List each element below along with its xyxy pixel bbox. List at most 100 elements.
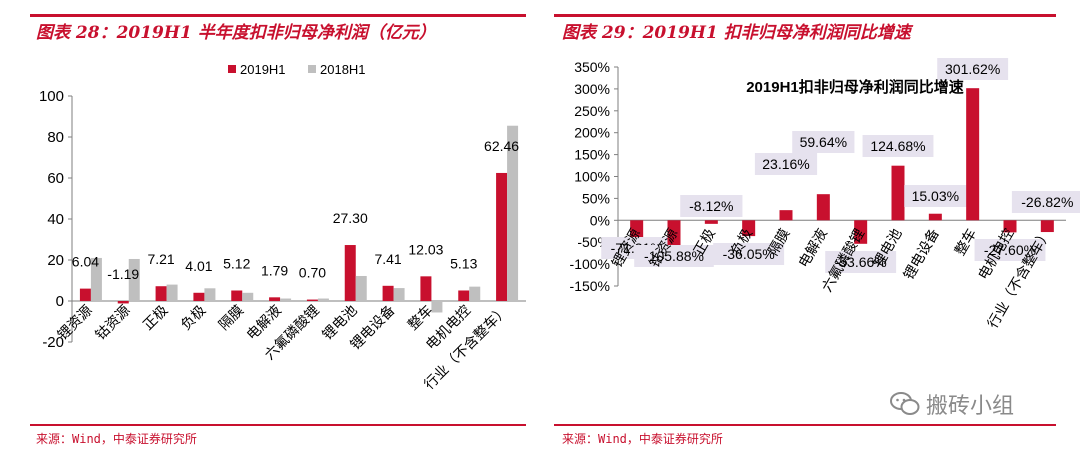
x-tick-label: 隔膜 bbox=[765, 226, 793, 258]
x-tick-label: 负极 bbox=[177, 302, 208, 333]
data-label: 59.64% bbox=[800, 134, 847, 150]
data-label: 4.01 bbox=[185, 258, 212, 274]
data-label: 5.13 bbox=[450, 255, 477, 271]
data-label: 6.04 bbox=[72, 254, 99, 270]
bar-yoy bbox=[816, 194, 830, 221]
source-rule bbox=[554, 424, 1056, 426]
bar-2018h1 bbox=[317, 298, 329, 301]
data-label: 0.70 bbox=[299, 265, 326, 281]
x-tick-label: 隔膜 bbox=[215, 302, 246, 333]
bar-2019h1 bbox=[231, 290, 243, 301]
x-tick-label: 锂电设备 bbox=[900, 226, 942, 282]
watermark: 搬砖小组 bbox=[890, 388, 1014, 420]
data-label: -8.12% bbox=[689, 198, 733, 214]
bar-2018h1 bbox=[431, 301, 443, 313]
bar-yoy bbox=[704, 220, 718, 224]
data-label-bg bbox=[937, 58, 1009, 80]
x-tick-label: 锂电池 bbox=[870, 226, 905, 270]
data-label-bg bbox=[713, 243, 785, 265]
data-label: -26.82% bbox=[1021, 194, 1073, 210]
bar-2018h1 bbox=[393, 288, 405, 301]
bar-2019h1 bbox=[193, 292, 205, 301]
bar-2018h1 bbox=[204, 288, 216, 301]
data-label: 15.03% bbox=[912, 188, 959, 204]
data-label-bg bbox=[904, 185, 967, 207]
y-tick-label: 350% bbox=[574, 59, 610, 75]
bar-2019h1 bbox=[496, 172, 508, 301]
data-label-bg bbox=[974, 239, 1046, 261]
bar-yoy bbox=[854, 220, 868, 244]
title-rule bbox=[554, 14, 1056, 17]
bar-2019h1 bbox=[155, 286, 167, 301]
data-label: 301.62% bbox=[945, 61, 1000, 77]
y-tick-label: 250% bbox=[574, 103, 610, 119]
bar-yoy bbox=[742, 220, 756, 237]
figure-29-panel: 图表 29：2019H1 扣非归母净利润同比增速 -150% -100% -50% 0… bbox=[540, 0, 1080, 452]
y-tick-label: -150% bbox=[570, 278, 610, 294]
y-tick-label: 300% bbox=[574, 81, 610, 97]
data-label-bg bbox=[680, 195, 743, 217]
data-label: 23.16% bbox=[762, 156, 809, 172]
x-tick-label: 整车 bbox=[404, 302, 435, 333]
bar-2019h1 bbox=[79, 288, 91, 301]
legend-swatch-2019h1 bbox=[228, 65, 236, 73]
data-label: 12.03 bbox=[408, 241, 443, 257]
data-label: 7.41 bbox=[374, 251, 401, 267]
data-label: -36.05% bbox=[723, 246, 775, 262]
bar-2019h1 bbox=[382, 285, 394, 301]
figure-title: 图表 29：2019H1 扣非归母净利润同比增速 bbox=[562, 23, 911, 43]
data-label-bg bbox=[1011, 191, 1080, 213]
source-note: 来源：Wind，中泰证券研究所 bbox=[562, 432, 723, 446]
bar-2019h1 bbox=[306, 299, 318, 301]
data-label-bg bbox=[862, 135, 934, 157]
title-rule bbox=[30, 14, 526, 17]
y-tick-label: 200% bbox=[574, 125, 610, 141]
y-tick-label: 150% bbox=[574, 147, 610, 163]
legend-swatch-2018h1 bbox=[308, 65, 316, 73]
bar-yoy bbox=[1003, 220, 1017, 233]
bar-yoy bbox=[966, 88, 980, 221]
data-label-bg bbox=[792, 131, 855, 153]
y-tick-label: 20 bbox=[47, 252, 64, 269]
data-label-bg bbox=[634, 245, 714, 267]
data-label: 5.12 bbox=[223, 256, 250, 272]
y-tick-label: 100 bbox=[39, 88, 64, 105]
bar-2018h1 bbox=[280, 298, 292, 301]
bar-2019h1 bbox=[269, 297, 281, 301]
bar-2019h1 bbox=[344, 245, 356, 301]
wechat-icon bbox=[890, 392, 920, 415]
source-note: 来源：Wind，中泰证券研究所 bbox=[36, 432, 197, 446]
bar-2018h1 bbox=[469, 286, 481, 301]
y-tick-label: -100% bbox=[570, 256, 610, 272]
data-label: -53.66% bbox=[835, 254, 887, 270]
legend-label-2019h1: 2019H1 bbox=[240, 62, 286, 77]
bar-yoy bbox=[1040, 220, 1054, 233]
y-tick-label: 60 bbox=[47, 170, 64, 187]
data-label-bg bbox=[825, 251, 897, 273]
bar-2019h1 bbox=[458, 290, 470, 301]
data-label: 27.30 bbox=[333, 210, 368, 226]
source-rule bbox=[30, 424, 526, 426]
figure-28-panel: 图表 28：2019H1 半年度扣非归母净利润（亿元） -20 0 20 40 60 80… bbox=[30, 14, 526, 446]
data-label: 7.21 bbox=[147, 251, 174, 267]
yoy-growth-bar-chart: -150%-100%-50%0%50%100%150%200%250%300%3… bbox=[570, 58, 1080, 331]
y-tick-label: 0% bbox=[590, 212, 610, 228]
bar-2018h1 bbox=[90, 257, 102, 301]
bar-2018h1 bbox=[242, 292, 254, 301]
data-label: 62.46 bbox=[484, 138, 519, 154]
net-profit-bar-chart: -200204060801006.04锂资源-1.19钴资源7.21正极4.01… bbox=[39, 62, 526, 392]
data-label: 1.79 bbox=[261, 262, 288, 278]
chart-title: 2019H1扣非归母净利润同比增速 bbox=[746, 78, 964, 96]
bar-yoy bbox=[891, 165, 905, 221]
bar-2018h1 bbox=[355, 275, 367, 301]
bar-2018h1 bbox=[166, 284, 178, 301]
y-tick-label: -20 bbox=[42, 334, 64, 351]
bar-2018h1 bbox=[507, 125, 519, 301]
bar-2019h1 bbox=[117, 301, 129, 304]
legend-label-2018h1: 2018H1 bbox=[320, 62, 366, 77]
y-tick-label: 50% bbox=[582, 190, 610, 206]
data-label-bg bbox=[754, 153, 818, 175]
bar-yoy bbox=[928, 213, 942, 221]
data-label: -105.88% bbox=[644, 248, 704, 264]
watermark-text: 搬砖小组 bbox=[926, 394, 1015, 419]
